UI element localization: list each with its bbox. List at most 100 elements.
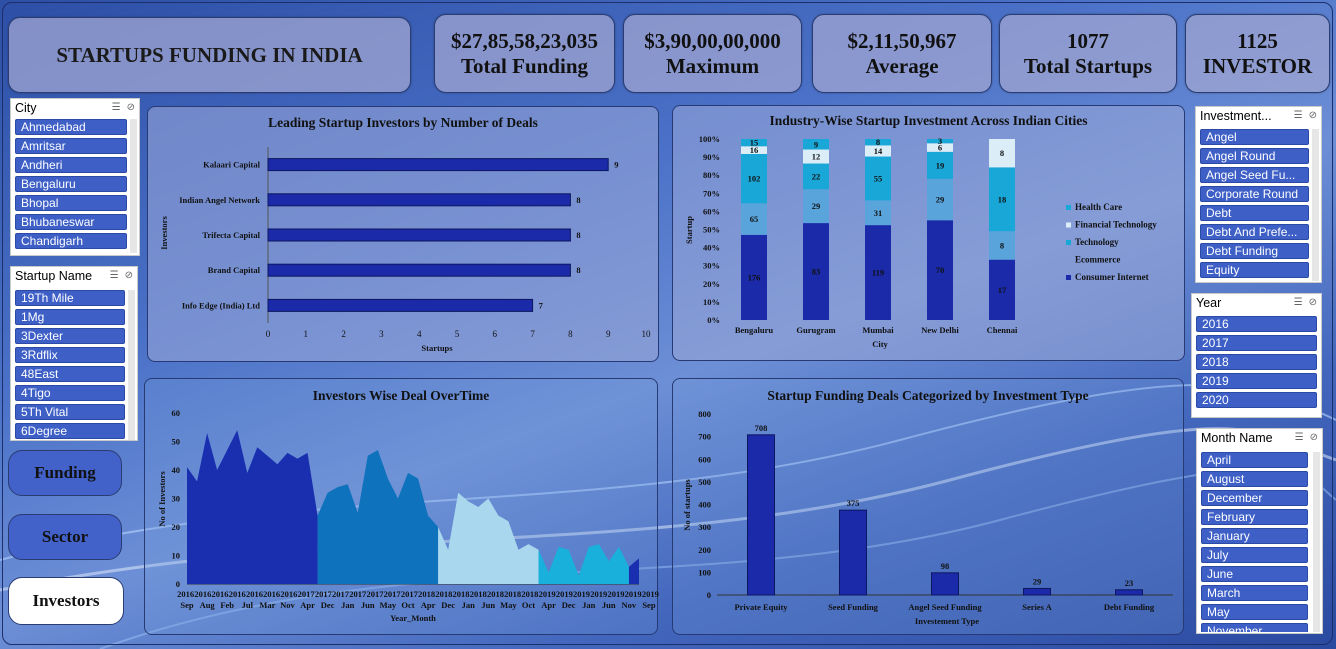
multi-select-icon[interactable]: ☰ [109, 270, 119, 281]
slicer-item[interactable]: May [1201, 604, 1308, 620]
slicer-item[interactable]: 2019 [1196, 373, 1317, 389]
stacked-bar-segment [927, 151, 953, 179]
data-label: 83 [812, 267, 821, 277]
legend-swatch [1066, 222, 1071, 228]
slicer-title: Year [1196, 295, 1222, 310]
x-tick-year: 2018 [504, 589, 521, 599]
slicer-item[interactable]: Ahmedabad [15, 119, 127, 135]
x-tick-year: 2018 [487, 589, 504, 599]
scrollbar[interactable] [1313, 452, 1320, 632]
x-axis-title: Year_Month [390, 613, 436, 623]
y-tick-label: 300 [698, 522, 711, 532]
data-label: 29 [812, 201, 821, 211]
slicer-item[interactable]: July [1201, 547, 1308, 563]
sector-button[interactable]: Sector [8, 514, 122, 560]
slicer-item[interactable]: June [1201, 566, 1308, 582]
y-tick-label: 700 [698, 432, 711, 442]
stacked-bar-segment [865, 145, 891, 157]
slicer-title: Investment... [1200, 108, 1272, 123]
slicer-item[interactable]: February [1201, 509, 1308, 525]
slicer-item[interactable]: Angel Seed Fu... [1200, 167, 1309, 183]
top-investors-panel: Leading Startup Investors by Number of D… [147, 106, 659, 362]
slicer-item[interactable]: 2016 [1196, 316, 1317, 332]
slicer-item[interactable]: Andheri [15, 157, 127, 173]
bar [931, 572, 959, 596]
x-tick-month: Nov [622, 600, 637, 610]
investors-button[interactable]: Investors [8, 577, 124, 625]
y-tick-label: 800 [698, 409, 711, 419]
slicer-item[interactable]: 5Th Vital [15, 404, 125, 420]
slicer-item[interactable]: 3Rdflix [15, 347, 125, 363]
slicer-item[interactable]: Debt Funding [1200, 243, 1309, 259]
slicer-item[interactable]: 2017 [1196, 335, 1317, 351]
multi-select-icon[interactable]: ☰ [1293, 110, 1303, 121]
slicer-item[interactable]: Corporate Round [1200, 186, 1309, 202]
slicer-item[interactable]: Bhopal [15, 195, 127, 211]
x-tick-month: Feb [220, 600, 234, 610]
slicer-item[interactable]: Debt [1200, 205, 1309, 221]
x-tick-year: 2019 [573, 589, 590, 599]
slicer-item[interactable]: 2018 [1196, 354, 1317, 370]
slicer-item[interactable]: April [1201, 452, 1308, 468]
x-tick-year: 2016 [263, 589, 280, 599]
multi-select-icon[interactable]: ☰ [1293, 297, 1303, 308]
x-tick-year: 2016 [229, 589, 246, 599]
x-tick-year: 2016 [246, 589, 263, 599]
clear-filter-icon[interactable]: ⊘ [1309, 432, 1318, 443]
slicer-item[interactable]: 48East [15, 366, 125, 382]
data-label: 9 [614, 160, 618, 170]
slicer-items: Angel Angel Round Angel Seed Fu... Corporat… [1200, 129, 1309, 281]
scrollbar[interactable] [1312, 129, 1319, 281]
scrollbar[interactable] [130, 119, 137, 253]
kpi-label: Maximum [665, 53, 760, 78]
y-tick-label: 400 [698, 500, 711, 510]
clear-filter-icon[interactable]: ⊘ [124, 270, 133, 281]
x-tick-label: 8 [568, 329, 573, 339]
stacked-bar-segment [989, 167, 1015, 232]
slicer-item[interactable]: Equity [1200, 262, 1309, 278]
x-tick-label: 1 [304, 329, 309, 339]
slicer-item[interactable]: 19Th Mile [15, 290, 125, 306]
multi-select-icon[interactable]: ☰ [1294, 432, 1304, 443]
slicer-item[interactable]: Chandigarh [15, 233, 127, 249]
slicer-item[interactable]: Debt And Prefe... [1200, 224, 1309, 240]
slicer-item[interactable]: Bengaluru [15, 176, 127, 192]
legend-swatch [1066, 205, 1071, 210]
x-axis-title: City [872, 339, 888, 349]
slicer-item[interactable]: November [1201, 623, 1308, 632]
multi-select-icon[interactable]: ☰ [111, 102, 121, 113]
slicer-item[interactable]: 2020 [1196, 392, 1317, 408]
x-category-label: Series A [1022, 602, 1052, 612]
slicer-item[interactable]: 3Dexter [15, 328, 125, 344]
x-tick-month: Dec [562, 600, 576, 610]
slicer-item[interactable]: 1Mg [15, 309, 125, 325]
slicer-item[interactable]: August [1201, 471, 1308, 487]
y-tick-label: 10 [172, 551, 181, 561]
data-label: 3 [938, 136, 942, 146]
slicer-item[interactable]: March [1201, 585, 1308, 601]
kpi-label: Total Startups [1023, 53, 1153, 78]
slicer-item[interactable]: Angel Round [1200, 148, 1309, 164]
x-tick-month: Jan [582, 600, 596, 610]
slicer-item[interactable]: December [1201, 490, 1308, 506]
clear-filter-icon[interactable]: ⊘ [1308, 297, 1317, 308]
x-tick-year: 2016 [280, 589, 297, 599]
slicer-item[interactable]: Bhubaneswar [15, 214, 127, 230]
x-tick-month: Oct [401, 600, 414, 610]
slicer-item[interactable]: 6Degree [15, 423, 125, 439]
slicer-item[interactable]: Angel [1200, 129, 1309, 145]
slicer-item[interactable]: January [1201, 528, 1308, 544]
clear-filter-icon[interactable]: ⊘ [126, 102, 135, 113]
deals-overtime-panel: Investors Wise Deal OverTime 0 10 20 30 40 50… [144, 378, 659, 635]
y-tick-label: 70% [703, 188, 720, 198]
funding-button[interactable]: Funding [8, 450, 122, 496]
area-series [628, 558, 639, 584]
clear-filter-icon[interactable]: ⊘ [1308, 110, 1317, 121]
kpi-value: $2,11,50,967 [847, 28, 957, 53]
data-label: 6 [938, 143, 942, 153]
bar [1115, 589, 1143, 596]
slicer-item[interactable]: 4Tigo [15, 385, 125, 401]
slicer-item[interactable]: Amritsar [15, 138, 127, 154]
scrollbar[interactable] [128, 290, 135, 440]
